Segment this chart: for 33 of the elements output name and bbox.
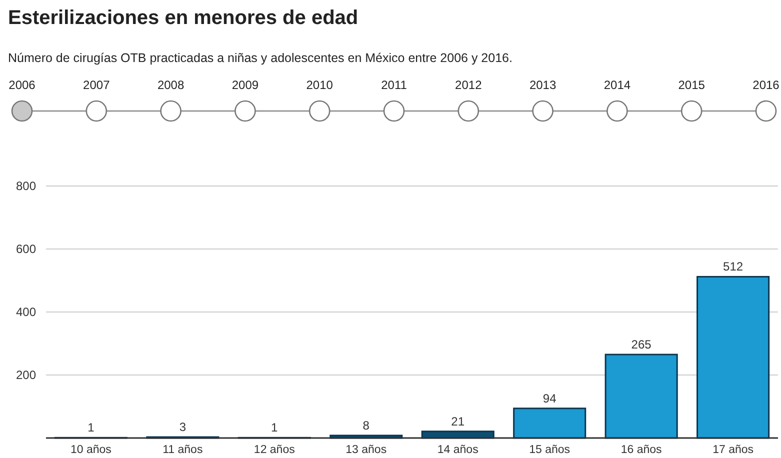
y-tick-label: 600 [16,242,36,256]
text: 2009 [232,78,259,92]
y-tick-label: 200 [16,368,36,382]
y-tick-label: 400 [16,305,36,319]
text: 2014 [604,78,631,92]
data-label: 1 [271,420,278,435]
text: 2015 [678,78,706,92]
x-tick-label: 17 años [712,444,754,456]
chart-subtitle: Número de cirugías OTB practicadas a niñas y adolescentes en México entre 2006 y 2016. [8,51,512,65]
data-label: 265 [631,338,652,352]
x-tick-label: 16 años [620,444,662,456]
data-label: 3 [179,420,186,434]
y-tick-label: 800 [16,179,36,193]
text: 2010 [306,78,334,92]
data-label: 1 [88,420,95,435]
data-label: 8 [362,418,370,432]
text: 2007 [83,78,110,92]
data-label: 21 [451,414,465,428]
text: 2012 [455,78,482,92]
text: 2013 [529,78,556,92]
data-label: 512 [723,260,744,274]
text: 2016 [752,78,780,92]
x-tick-label: 11 años [162,444,203,456]
text: 2011 [381,78,408,92]
x-tick-label: 14 años [437,444,479,456]
data-label: 94 [542,391,557,406]
x-tick-label: 12 años [254,444,296,456]
x-tick-label: 10 años [70,444,112,456]
chart-title: Esterilizaciones en menores de edad [8,7,358,29]
text: 2006 [8,78,36,92]
text: 2008 [157,78,184,92]
x-tick-label: 13 años [346,444,387,456]
x-tick-label: 15 años [529,444,570,456]
